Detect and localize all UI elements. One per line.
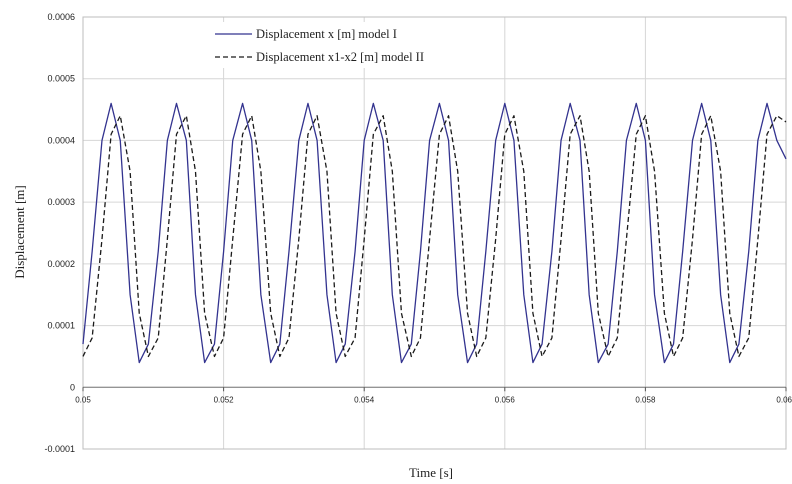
- x-tick-label: 0.058: [635, 395, 656, 404]
- plot-border: [82, 16, 787, 450]
- x-tick-label: 0.054: [354, 395, 375, 404]
- y-tick-label: 0.0003: [47, 197, 75, 207]
- plot-area: [82, 16, 787, 450]
- x-axis-ticks: 0.05 0.052 0.054 0.056 0.058 0.06: [75, 387, 792, 404]
- y-tick-label: -0.0001: [44, 444, 75, 454]
- series-line-2: [82, 115, 787, 358]
- series-line-1: [82, 102, 787, 364]
- x-tick-label: 0.06: [776, 395, 792, 404]
- y-tick-label: 0.0001: [47, 321, 75, 331]
- legend: Displacement x [m] model I Displacement …: [209, 22, 471, 68]
- y-axis-ticks: -0.0001 0 0.0001 0.0002 0.0003 0.0004 0.0005 0.…: [44, 12, 75, 454]
- legend-box: [209, 22, 471, 68]
- y-axis-title: Displacement [m]: [12, 185, 27, 279]
- y-tick-label: 0: [70, 382, 75, 392]
- y-tick-label: 0.0005: [47, 74, 75, 84]
- y-tick-label: 0.0006: [47, 12, 75, 22]
- x-tick-label: 0.052: [214, 395, 235, 404]
- gridlines: [82, 16, 787, 450]
- x-axis-title: Time [s]: [409, 465, 453, 480]
- series-layer: [82, 102, 787, 364]
- x-tick-label: 0.056: [495, 395, 516, 404]
- x-tick-label: 0.05: [75, 395, 91, 404]
- legend-label-model-2: Displacement x1-x2 [m] model II: [256, 50, 424, 64]
- y-tick-label: 0.0002: [47, 259, 75, 269]
- legend-label-model-1: Displacement x [m] model I: [256, 27, 397, 41]
- y-tick-label: 0.0004: [47, 135, 75, 145]
